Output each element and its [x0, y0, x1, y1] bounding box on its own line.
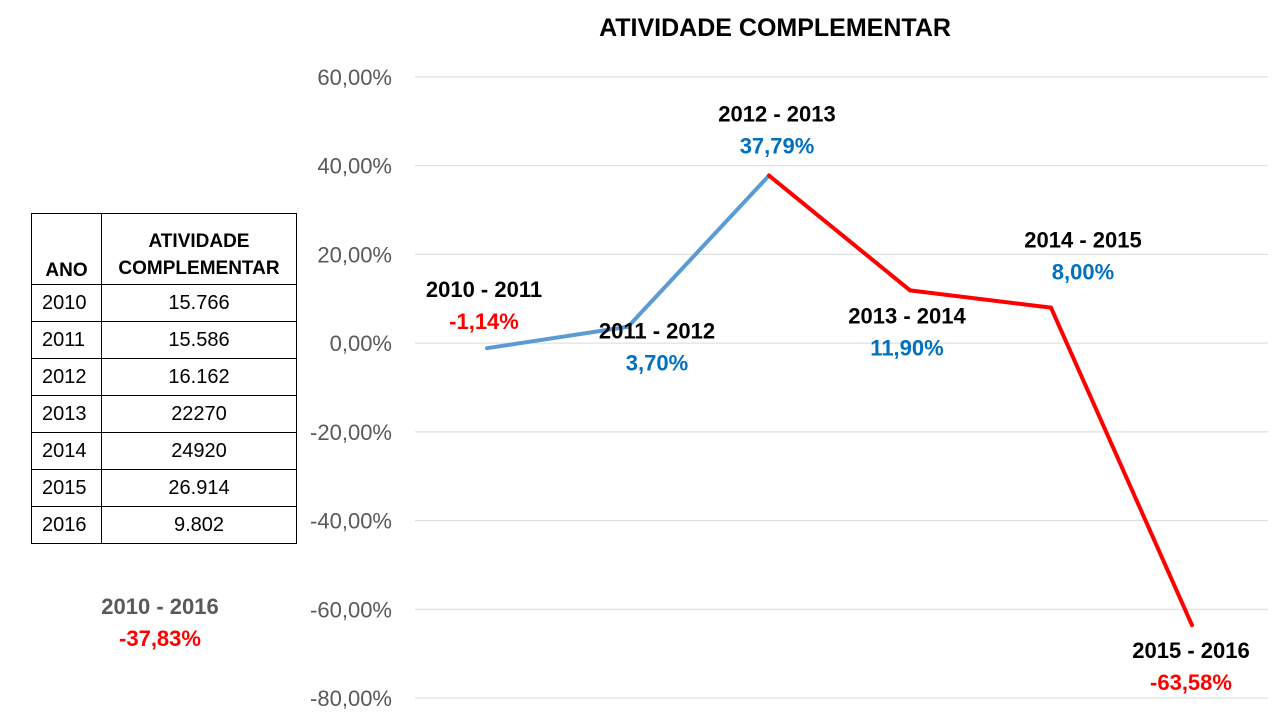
line-segment [767, 173, 912, 293]
table-header-ano: ANO [31, 213, 102, 285]
line-segment [485, 324, 630, 351]
gridlines [415, 76, 1268, 699]
table-row: 2010 15.766 [31, 284, 297, 322]
table-cell-value: 15.586 [101, 321, 297, 359]
data-label-value: -63,58% [1150, 670, 1232, 695]
y-tick-label: 0,00% [330, 331, 392, 356]
data-label-period: 2012 - 2013 [718, 102, 835, 127]
y-tick-label: 60,00% [317, 65, 392, 90]
line-segment [626, 173, 771, 329]
data-labels: 2010 - 2011 -1,14% 2011 - 2012 3,70% 2012 - … [426, 102, 1250, 696]
table-cell-ano: 2012 [31, 358, 102, 396]
y-tick-label: -20,00% [310, 420, 392, 445]
y-tick-label: 40,00% [317, 154, 392, 179]
line-segment [1049, 305, 1194, 628]
table-cell-ano: 2016 [31, 506, 102, 544]
table-cell-ano: 2013 [31, 395, 102, 433]
y-tick-label: -80,00% [310, 686, 392, 711]
data-label-period: 2013 - 2014 [848, 303, 966, 328]
table-cell-ano: 2015 [31, 469, 102, 507]
data-label-period: 2011 - 2012 [599, 319, 715, 344]
data-table: ANO ATIVIDADE COMPLEMENTAR 2010 15.766 20… [31, 213, 297, 544]
y-tick-label: 20,00% [317, 242, 392, 267]
table-cell-ano: 2011 [31, 321, 102, 359]
data-label-period: 2010 - 2011 [426, 277, 542, 302]
table-row: 2016 9.802 [31, 506, 297, 544]
line-segment [908, 288, 1053, 310]
data-label-value: -1,14% [449, 309, 519, 334]
chart-title: ATIVIDADE COMPLEMENTAR [599, 14, 951, 42]
table-row: 2011 15.586 [31, 321, 297, 359]
table-cell-value: 24920 [101, 432, 297, 470]
table-row: 2014 24920 [31, 432, 297, 470]
table-row: 2012 16.162 [31, 358, 297, 396]
data-label-value: 37,79% [740, 134, 815, 159]
table-cell-value: 9.802 [101, 506, 297, 544]
y-tick-label: -40,00% [310, 509, 392, 534]
table-cell-ano: 2014 [31, 432, 102, 470]
y-tick-label: -60,00% [310, 597, 392, 622]
data-label-period: 2014 - 2015 [1024, 228, 1141, 253]
data-label-value: 11,90% [870, 335, 943, 360]
y-axis-ticks: 60,00% 40,00% 20,00% 0,00% -20,00% -40,00% -60… [310, 65, 392, 711]
table-header-row: ANO ATIVIDADE COMPLEMENTAR [31, 213, 297, 285]
data-label-value: 3,70% [626, 351, 688, 376]
summary-value: -37,83% [119, 626, 201, 651]
summary-period: 2010 - 2016 [101, 594, 219, 619]
table-cell-value: 15.766 [101, 284, 297, 322]
data-label-period: 2015 - 2016 [1132, 638, 1249, 663]
table-header-atividade: ATIVIDADE COMPLEMENTAR [101, 213, 297, 285]
data-label-value: 8,00% [1052, 260, 1114, 285]
series-line [485, 173, 1194, 628]
